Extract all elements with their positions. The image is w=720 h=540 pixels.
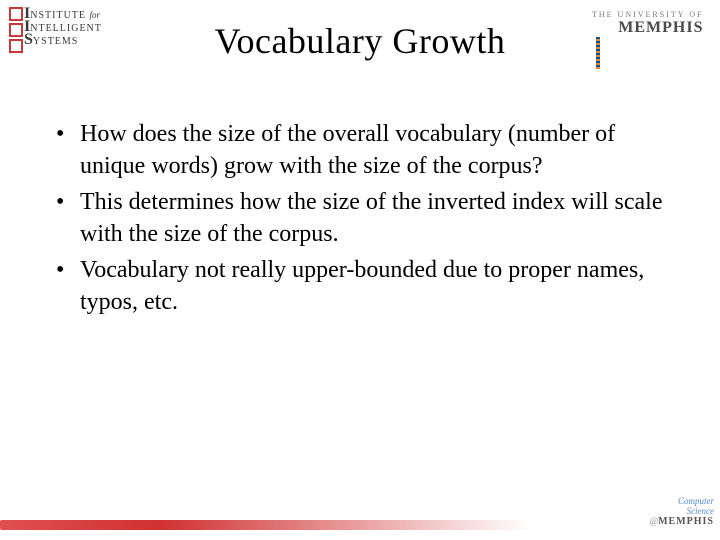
iis-for: for — [90, 10, 101, 20]
memphis-big: MEMPHIS — [592, 19, 703, 37]
list-item: • How does the size of the overall vocab… — [56, 118, 666, 182]
cs-mem: MEMPHIS — [658, 516, 714, 527]
cs-at: @ — [650, 516, 658, 526]
memphis-logo: THE UNIVERSITY OF MEMPHIS — [592, 10, 712, 60]
bullet-marker-icon: • — [56, 254, 80, 286]
footer-accent-bar — [0, 520, 530, 530]
bullet-text: Vocabulary not really upper-bounded due … — [80, 254, 666, 318]
list-item: • Vocabulary not really upper-bounded du… — [56, 254, 666, 318]
footer: Computer Science @MEMPHIS — [0, 510, 720, 540]
memphis-small: THE UNIVERSITY OF — [592, 10, 703, 19]
bullet-text: How does the size of the overall vocabul… — [80, 118, 666, 182]
memphis-stripe-icon — [596, 37, 600, 69]
header: INSTITUTE for INTELLIGENT SYSTEMS Vocabu… — [0, 0, 720, 70]
bullet-text: This determines how the size of the inve… — [80, 186, 666, 250]
bullet-marker-icon: • — [56, 118, 80, 150]
cs-line1: Computer — [642, 496, 714, 506]
cs-line2: Science — [642, 506, 714, 516]
bullet-list: • How does the size of the overall vocab… — [56, 118, 666, 322]
list-item: • This determines how the size of the in… — [56, 186, 666, 250]
bullet-marker-icon: • — [56, 186, 80, 218]
cs-memphis-logo: Computer Science @MEMPHIS — [642, 496, 714, 538]
